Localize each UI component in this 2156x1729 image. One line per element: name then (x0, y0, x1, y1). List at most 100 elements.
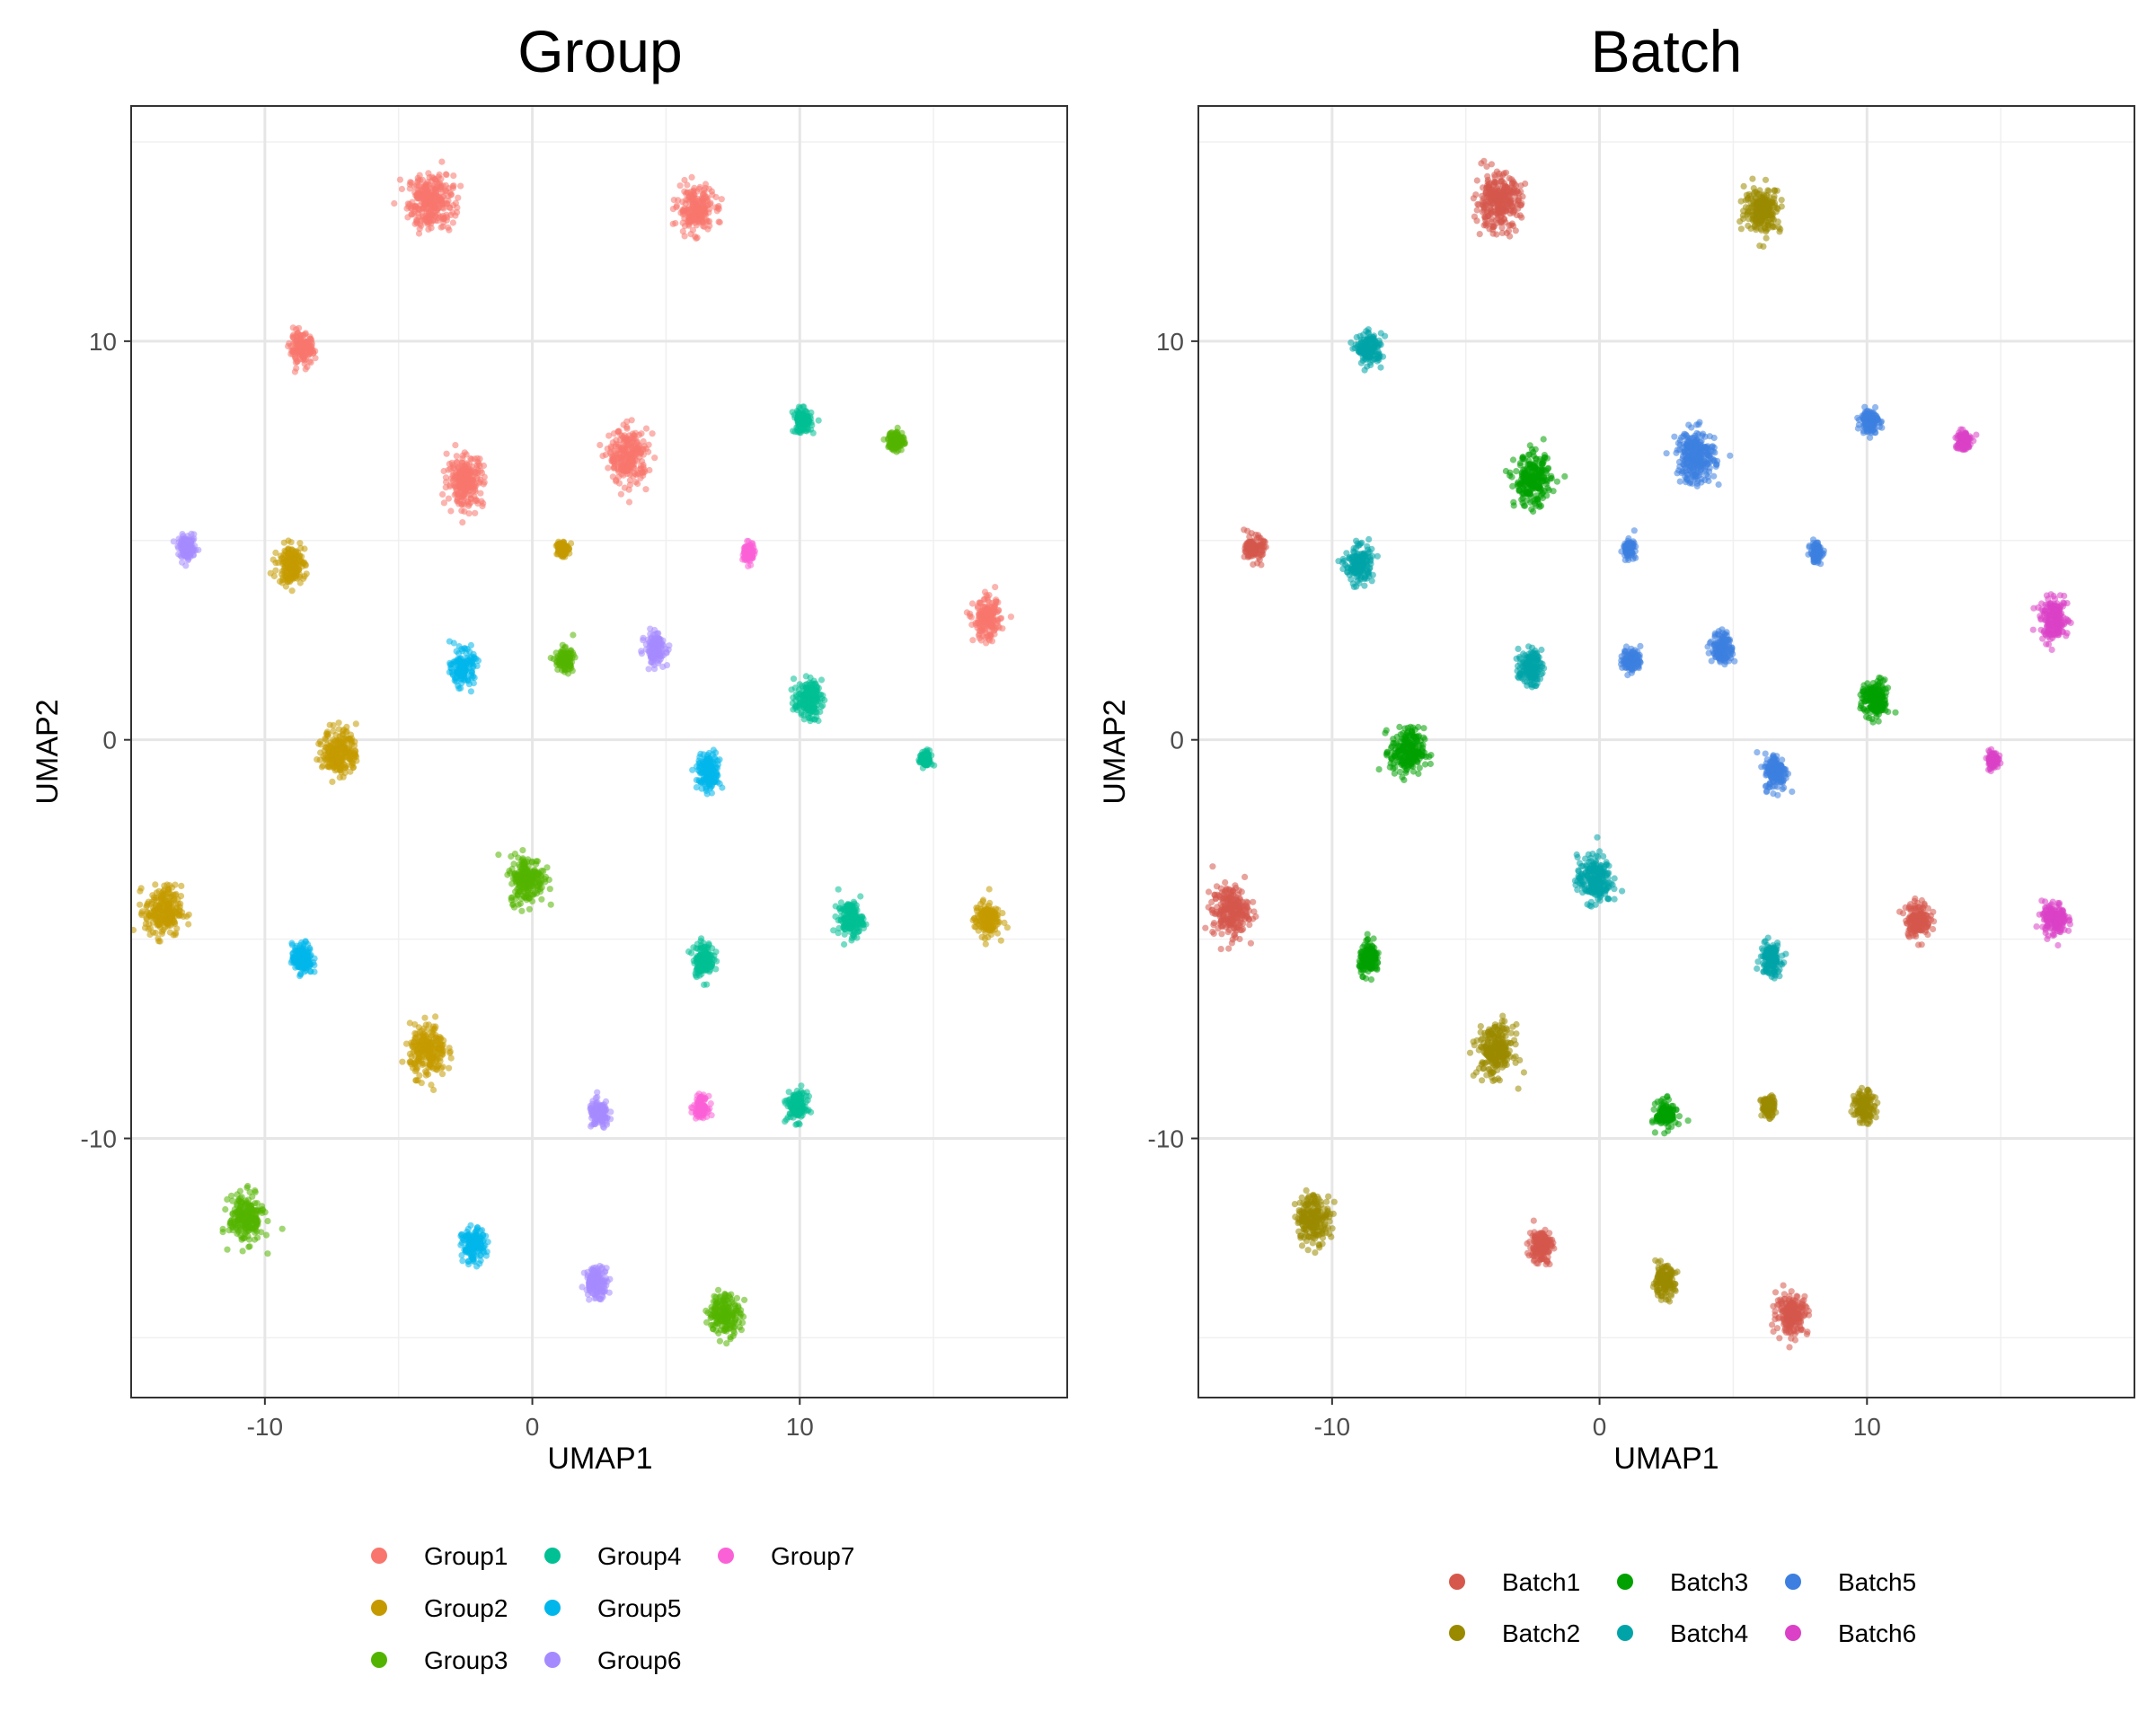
data-point (636, 432, 642, 438)
data-point (896, 436, 902, 442)
data-point (456, 673, 463, 679)
data-point (748, 540, 755, 546)
data-point (614, 428, 621, 435)
data-point (988, 604, 994, 611)
data-point (407, 1019, 413, 1026)
data-point (853, 907, 860, 913)
data-point (525, 863, 531, 869)
data-point (841, 941, 847, 948)
data-point (838, 916, 844, 922)
data-point (450, 219, 456, 225)
data-point (297, 959, 304, 966)
data-point (407, 1059, 413, 1065)
data-point (452, 442, 458, 448)
data-point (399, 1059, 405, 1065)
data-point (803, 684, 809, 691)
data-point (409, 1044, 415, 1050)
data-point (714, 758, 720, 764)
data-point (702, 946, 709, 952)
data-point (623, 419, 630, 425)
data-point (548, 902, 554, 908)
data-point (690, 206, 696, 212)
data-point (803, 673, 809, 679)
data-point (794, 427, 800, 433)
data-point (185, 921, 191, 927)
data-point (852, 922, 858, 928)
data-point (340, 728, 346, 734)
data-point (709, 191, 715, 198)
data-point (697, 1097, 703, 1103)
data-point (420, 183, 427, 190)
data-point (699, 1105, 705, 1111)
data-point (797, 681, 803, 687)
data-point (412, 1077, 419, 1083)
data-point (819, 695, 826, 701)
data-point (463, 660, 469, 666)
data-point (616, 454, 623, 460)
data-point (709, 1112, 715, 1118)
data-point (440, 213, 446, 219)
data-point (984, 910, 990, 916)
data-point (511, 904, 517, 911)
data-point (616, 481, 623, 487)
data-point (182, 562, 189, 569)
data-point (717, 219, 723, 225)
data-point (518, 908, 525, 914)
data-point (351, 754, 358, 760)
data-point (799, 1109, 805, 1116)
data-point (435, 1063, 441, 1070)
data-point (155, 906, 162, 913)
data-point (799, 415, 805, 421)
data-point (651, 666, 658, 672)
data-point (810, 697, 817, 703)
data-point (618, 491, 624, 498)
data-point (1008, 613, 1014, 620)
data-point (288, 539, 295, 545)
data-point (303, 939, 309, 945)
data-point (330, 728, 336, 734)
data-point (798, 711, 804, 718)
data-point (459, 519, 465, 525)
data-point (687, 231, 694, 237)
data-point (297, 579, 304, 586)
data-point (279, 577, 286, 583)
data-point (295, 953, 301, 959)
data-point (446, 193, 452, 199)
data-point (964, 609, 970, 615)
data-point (521, 894, 527, 900)
data-point (443, 172, 449, 178)
data-point (782, 1118, 788, 1125)
data-point (450, 172, 456, 179)
data-point (627, 451, 633, 457)
data-point (792, 1122, 799, 1128)
data-point (285, 551, 291, 557)
data-point (835, 887, 842, 893)
data-point (547, 886, 553, 892)
data-point (138, 885, 145, 891)
data-point (506, 868, 512, 874)
data-point (627, 477, 633, 483)
data-point (159, 931, 165, 937)
data-point (440, 1037, 446, 1044)
data-point (985, 597, 991, 604)
data-point (447, 507, 454, 514)
data-point (983, 640, 989, 646)
data-point (808, 1109, 814, 1116)
data-point (633, 445, 640, 452)
data-point (391, 200, 397, 207)
data-point (175, 551, 181, 557)
data-point (559, 650, 565, 657)
data-point (692, 220, 698, 226)
data-point (307, 968, 314, 975)
data-point (677, 182, 684, 189)
data-point (319, 763, 325, 770)
data-point (675, 197, 681, 203)
data-point (289, 587, 296, 594)
data-point (335, 760, 341, 766)
data-point (512, 851, 518, 857)
data-point (697, 770, 703, 776)
data-point (439, 491, 446, 498)
data-point (702, 195, 709, 201)
data-point (160, 895, 166, 901)
data-point (138, 910, 145, 916)
